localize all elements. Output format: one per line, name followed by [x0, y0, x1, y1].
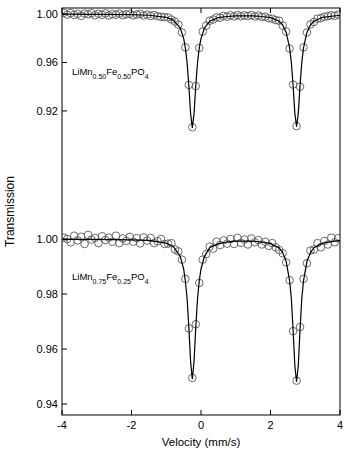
plot-frame [62, 8, 340, 415]
fit-line [62, 239, 340, 382]
x-tick [201, 410, 202, 415]
y-axis-label: Transmission [3, 176, 17, 247]
data-point [81, 240, 89, 248]
y-tick [62, 110, 67, 111]
y-tick [62, 294, 67, 295]
y-tick-label: 0.92 [37, 105, 58, 117]
x-tick-label: 2 [267, 419, 273, 431]
data-point [334, 11, 340, 19]
x-tick [131, 8, 132, 13]
data-point [112, 232, 120, 240]
data-point [175, 21, 183, 29]
x-tick [270, 8, 271, 13]
fit-line [62, 14, 340, 128]
y-tick [62, 349, 67, 350]
y-tick-label: 0.98 [37, 288, 58, 300]
compound-label: LiMn0.50Fe0.50PO4 [72, 66, 149, 80]
y-tick-label: 0.96 [37, 56, 58, 68]
x-tick [131, 410, 132, 415]
data-point [133, 234, 141, 242]
y-tick [62, 14, 67, 15]
y-tick [62, 62, 67, 63]
y-tick-label: 0.96 [37, 343, 58, 355]
plot-area [62, 231, 340, 384]
data-point [95, 239, 103, 247]
x-tick-label: 0 [198, 419, 204, 431]
y-tick-label: 1.00 [37, 233, 58, 245]
x-axis-label: Velocity (mm/s) [162, 436, 241, 448]
x-tick-label: -2 [127, 419, 137, 431]
x-tick [201, 8, 202, 13]
data-point [91, 234, 99, 242]
chart: 1.00 0.96 0.92 LiMn0.50Fe0.50PO4 Transmissio… [0, 0, 346, 451]
y-tick-label: 1.00 [37, 8, 58, 20]
x-tick [270, 410, 271, 415]
x-tick-label: 4 [337, 419, 343, 431]
y-tick [62, 239, 67, 240]
y-tick [62, 404, 67, 405]
x-tick-label: -4 [57, 419, 67, 431]
y-tick-label: 0.94 [37, 398, 58, 410]
compound-label: LiMn0.75Fe0.25PO4 [72, 271, 149, 285]
plot-area [62, 9, 340, 131]
